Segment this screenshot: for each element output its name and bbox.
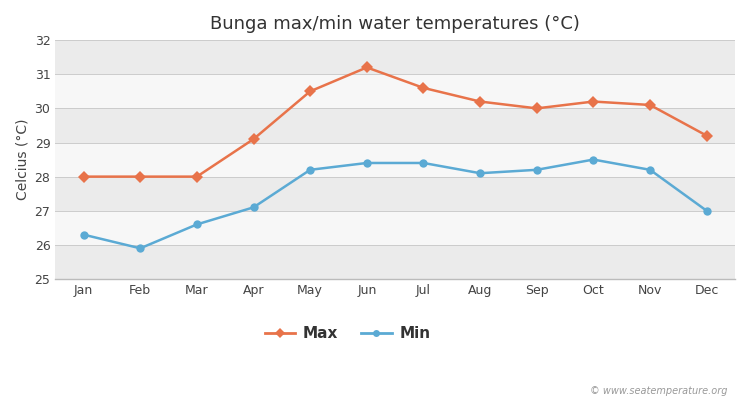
Bar [56,142,735,177]
Max [136,174,145,179]
Title: Bunga max/min water temperatures (°C): Bunga max/min water temperatures (°C) [210,15,580,33]
Min [646,168,655,172]
Min [419,160,428,165]
Y-axis label: Celcius (°C): Celcius (°C) [15,119,29,200]
Min [476,171,484,176]
Min [79,232,88,237]
Max [193,174,202,179]
Bar [56,108,735,142]
Max [476,99,484,104]
Min [589,157,598,162]
Line: Min: Min [80,155,711,252]
Min [249,205,258,210]
Bar [56,74,735,108]
Line: Max: Max [80,63,711,181]
Max [362,65,371,70]
Bar [56,177,735,211]
Max [589,99,598,104]
Bar [56,40,735,74]
Max [532,106,542,111]
Legend: Max, Min: Max, Min [259,320,436,347]
Max [79,174,88,179]
Min [702,208,711,213]
Min [306,168,315,172]
Max [249,137,258,142]
Min [362,160,371,165]
Bar [56,211,735,245]
Min [193,222,202,227]
Text: © www.seatemperature.org: © www.seatemperature.org [590,386,728,396]
Bar [56,245,735,279]
Max [702,133,711,138]
Max [646,102,655,107]
Max [306,89,315,94]
Max [419,86,428,90]
Min [136,246,145,251]
Min [532,168,542,172]
